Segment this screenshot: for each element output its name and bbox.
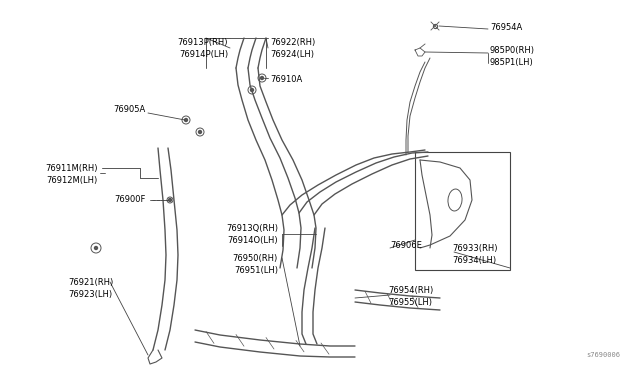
Circle shape [260, 77, 264, 80]
Text: 76933(RH): 76933(RH) [452, 244, 497, 253]
Text: 76913Q(RH): 76913Q(RH) [226, 224, 278, 232]
Text: 76912M(LH): 76912M(LH) [47, 176, 98, 185]
Text: 985P1(LH): 985P1(LH) [490, 58, 534, 67]
Text: 76900F: 76900F [115, 196, 146, 205]
Text: 76950(RH): 76950(RH) [233, 253, 278, 263]
Text: 76911M(RH): 76911M(RH) [45, 164, 98, 173]
Text: 76913P(RH): 76913P(RH) [177, 38, 228, 46]
Circle shape [95, 247, 97, 250]
Text: 76922(RH): 76922(RH) [270, 38, 316, 46]
Circle shape [184, 119, 188, 122]
Text: 76910A: 76910A [270, 76, 302, 84]
Text: s7690006: s7690006 [586, 352, 620, 358]
Text: 76906E: 76906E [390, 241, 422, 250]
Text: 76955(LH): 76955(LH) [388, 298, 432, 307]
Text: 76905A: 76905A [114, 106, 146, 115]
Text: 76934(LH): 76934(LH) [452, 256, 496, 264]
Text: 76924(LH): 76924(LH) [270, 49, 314, 58]
Circle shape [250, 89, 253, 92]
Text: 76923(LH): 76923(LH) [68, 289, 112, 298]
Text: 76921(RH): 76921(RH) [68, 278, 113, 286]
Text: 76951(LH): 76951(LH) [234, 266, 278, 275]
Bar [415, 152, 510, 270]
Text: 76954(RH): 76954(RH) [388, 285, 433, 295]
Text: 76954A: 76954A [490, 23, 522, 32]
Circle shape [198, 131, 202, 134]
Text: 76914P(LH): 76914P(LH) [179, 49, 228, 58]
Circle shape [168, 199, 172, 202]
Text: 985P0(RH): 985P0(RH) [490, 45, 535, 55]
Text: 76914O(LH): 76914O(LH) [227, 235, 278, 244]
